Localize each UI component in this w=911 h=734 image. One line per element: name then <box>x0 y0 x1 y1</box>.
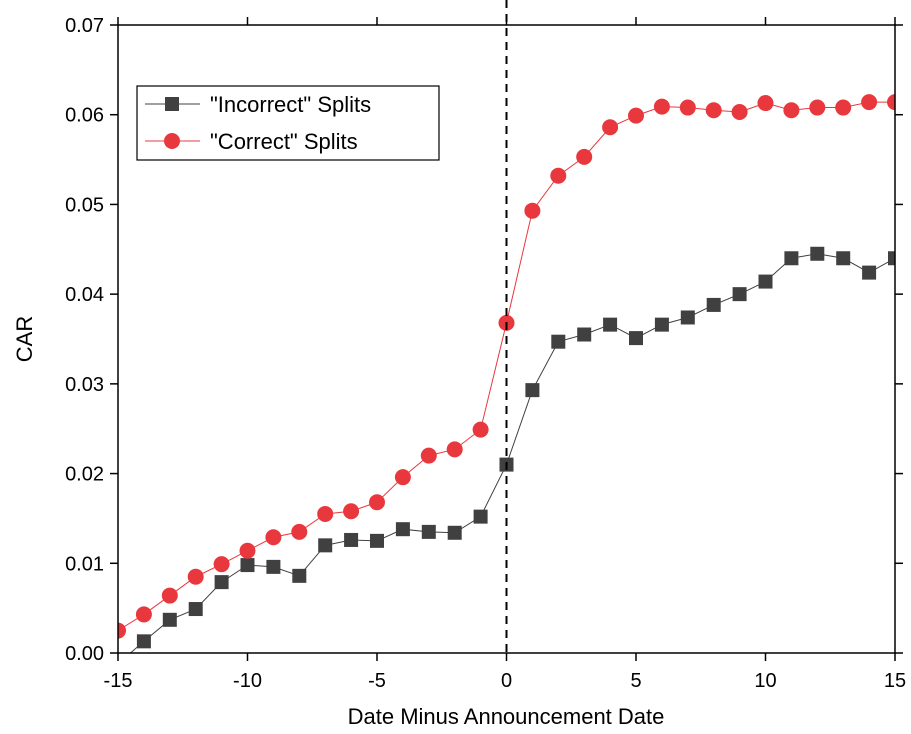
marker <box>784 251 799 266</box>
marker <box>118 622 126 639</box>
marker <box>188 602 203 617</box>
marker <box>344 532 359 547</box>
marker <box>628 107 644 124</box>
legend-marker <box>165 97 179 111</box>
marker <box>317 505 334 522</box>
x-tick-label: 10 <box>754 670 776 692</box>
marker <box>705 102 722 119</box>
marker <box>654 317 669 332</box>
y-tick-label: 0.05 <box>65 194 104 216</box>
plot-area <box>118 94 895 653</box>
x-axis-label: Date Minus Announcement Date <box>348 704 665 729</box>
legend: "Incorrect" Splits "Correct" Splits <box>136 85 440 161</box>
legend-marker <box>164 133 180 149</box>
marker <box>731 104 748 121</box>
marker <box>861 94 878 111</box>
marker <box>758 274 773 289</box>
marker <box>266 559 281 574</box>
y-tick-label: 0.04 <box>65 284 104 306</box>
y-tick-label: 0.01 <box>65 553 104 575</box>
marker <box>447 525 462 540</box>
marker <box>551 334 566 349</box>
marker <box>577 327 592 342</box>
marker <box>136 634 151 649</box>
marker <box>810 246 825 261</box>
marker <box>162 612 177 627</box>
x-tick-label: 15 <box>884 670 906 692</box>
marker <box>292 568 307 583</box>
y-tick-label: 0.07 <box>65 15 104 37</box>
marker <box>446 441 463 458</box>
marker <box>629 331 643 346</box>
marker <box>239 542 256 559</box>
y-tick-label: 0.06 <box>65 105 104 127</box>
marker <box>525 383 540 398</box>
x-tick-label: -5 <box>368 670 386 692</box>
marker <box>602 119 619 136</box>
marker <box>135 606 152 623</box>
x-tick-label: 5 <box>630 670 641 692</box>
legend-box <box>136 85 440 161</box>
x-tick-label: -10 <box>233 670 262 692</box>
x-tick-label: -15 <box>104 670 133 692</box>
marker <box>524 202 541 219</box>
marker <box>394 469 411 486</box>
marker <box>187 568 204 585</box>
marker <box>472 421 489 438</box>
marker <box>680 310 695 325</box>
marker <box>240 558 255 573</box>
marker <box>679 99 696 116</box>
marker <box>757 95 774 112</box>
marker <box>836 251 851 266</box>
marker <box>395 522 410 537</box>
legend-label: "Incorrect" Splits <box>210 92 371 117</box>
marker <box>862 265 877 280</box>
marker <box>214 575 229 590</box>
legend-label: "Correct" Splits <box>210 129 358 154</box>
marker <box>213 556 230 573</box>
marker <box>550 167 567 184</box>
marker <box>887 94 895 111</box>
marker <box>161 587 178 604</box>
marker <box>369 494 385 511</box>
marker <box>706 297 721 312</box>
x-tick-label: 0 <box>501 670 512 692</box>
marker <box>318 538 333 553</box>
marker <box>783 102 800 119</box>
y-tick-label: 0.03 <box>65 374 104 396</box>
y-axis-label: CAR <box>12 316 37 362</box>
marker <box>809 99 826 116</box>
marker <box>653 98 670 115</box>
marker <box>421 524 436 539</box>
marker <box>603 317 618 332</box>
marker <box>343 503 360 520</box>
y-tick-label: 0.00 <box>65 643 104 665</box>
y-tick-label: 0.02 <box>65 464 104 486</box>
marker <box>291 523 308 540</box>
marker <box>835 99 852 116</box>
marker <box>576 148 593 165</box>
marker <box>370 533 384 548</box>
marker <box>473 509 488 524</box>
marker <box>888 251 895 266</box>
marker <box>420 447 437 464</box>
marker <box>732 287 747 302</box>
marker <box>265 529 282 546</box>
